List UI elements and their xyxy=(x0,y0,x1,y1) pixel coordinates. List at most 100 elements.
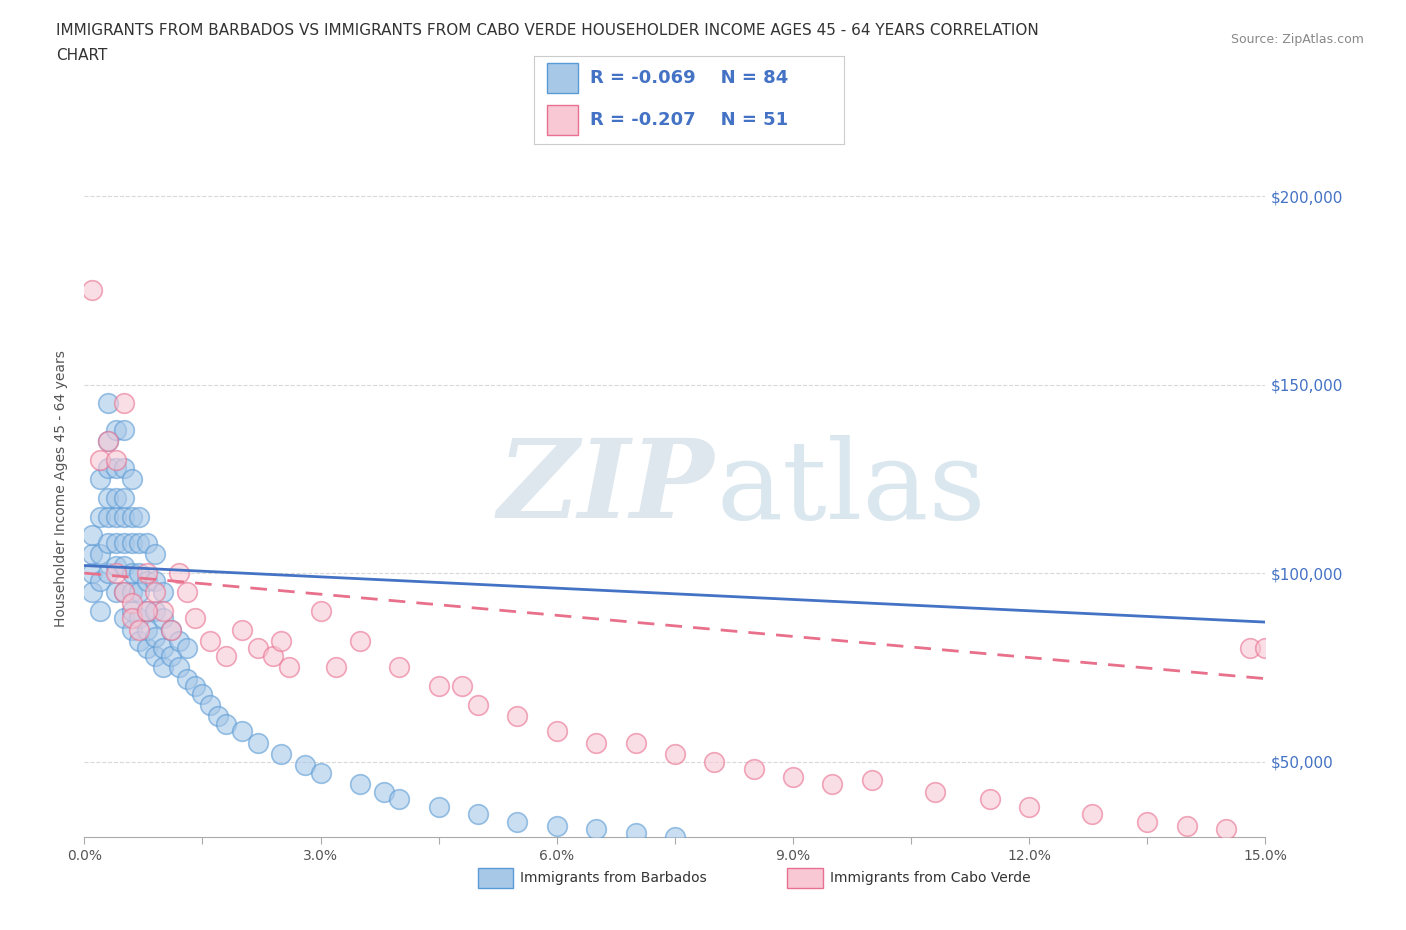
Point xyxy=(821,777,844,791)
Point xyxy=(82,528,104,543)
Point xyxy=(1136,815,1159,830)
Point xyxy=(112,558,135,573)
Point xyxy=(97,460,120,475)
Point xyxy=(89,509,111,524)
Point xyxy=(97,565,120,580)
Point xyxy=(97,490,120,505)
Point xyxy=(121,604,143,618)
Point xyxy=(1239,641,1261,656)
Point xyxy=(246,641,269,656)
Point xyxy=(160,622,183,637)
Point xyxy=(506,709,529,724)
Point xyxy=(136,536,159,551)
Point xyxy=(82,283,104,298)
Point xyxy=(104,509,127,524)
Point xyxy=(104,460,127,475)
Point xyxy=(136,641,159,656)
Point xyxy=(585,822,607,837)
Point xyxy=(200,698,222,712)
Point xyxy=(143,648,166,663)
Point xyxy=(89,604,111,618)
Text: R = -0.069    N = 84: R = -0.069 N = 84 xyxy=(591,69,789,86)
Point xyxy=(104,490,127,505)
Point xyxy=(112,611,135,626)
Point xyxy=(128,509,150,524)
Point xyxy=(546,818,568,833)
Point xyxy=(191,686,214,701)
Point xyxy=(143,573,166,588)
Point xyxy=(1254,641,1277,656)
Point xyxy=(294,758,316,773)
Text: Source: ZipAtlas.com: Source: ZipAtlas.com xyxy=(1230,33,1364,46)
Point xyxy=(97,433,120,448)
Text: ZIP: ZIP xyxy=(498,434,714,542)
Point xyxy=(183,679,205,694)
Bar xyxy=(547,105,578,136)
Point xyxy=(121,622,143,637)
Point xyxy=(136,565,159,580)
Point xyxy=(183,611,205,626)
Point xyxy=(262,648,284,663)
Point xyxy=(176,671,198,686)
Point xyxy=(160,622,183,637)
Point xyxy=(215,648,238,663)
Point xyxy=(167,565,190,580)
Point xyxy=(1018,800,1040,815)
Point xyxy=(506,815,529,830)
Point xyxy=(451,679,474,694)
Y-axis label: Householder Income Ages 45 - 64 years: Householder Income Ages 45 - 64 years xyxy=(55,350,69,627)
Point xyxy=(167,633,190,648)
Point xyxy=(104,565,127,580)
Point xyxy=(782,769,804,784)
Point xyxy=(112,422,135,437)
Point xyxy=(136,573,159,588)
Point xyxy=(1175,818,1198,833)
Point xyxy=(546,724,568,738)
Point xyxy=(860,773,883,788)
Point xyxy=(1081,807,1104,822)
Point xyxy=(143,630,166,644)
Point xyxy=(112,396,135,411)
Bar xyxy=(547,63,578,93)
Point xyxy=(104,536,127,551)
Point xyxy=(82,584,104,599)
Point xyxy=(112,460,135,475)
Point xyxy=(121,536,143,551)
Point xyxy=(624,826,647,841)
Text: R = -0.207    N = 51: R = -0.207 N = 51 xyxy=(591,112,789,129)
Point xyxy=(104,453,127,468)
Point xyxy=(585,736,607,751)
Point xyxy=(924,784,946,799)
Point xyxy=(136,604,159,618)
Point xyxy=(270,633,292,648)
Point xyxy=(89,573,111,588)
Text: Immigrants from Barbados: Immigrants from Barbados xyxy=(520,870,707,885)
Point xyxy=(388,791,411,806)
Text: atlas: atlas xyxy=(716,434,986,542)
Point xyxy=(1215,822,1237,837)
Point xyxy=(121,611,143,626)
Point xyxy=(128,633,150,648)
Point xyxy=(624,736,647,751)
Point xyxy=(349,633,371,648)
Point xyxy=(104,584,127,599)
Point xyxy=(176,641,198,656)
Point xyxy=(160,648,183,663)
Point xyxy=(143,604,166,618)
Point xyxy=(231,724,253,738)
Point xyxy=(136,622,159,637)
Point xyxy=(112,509,135,524)
Point xyxy=(152,604,174,618)
Point xyxy=(143,584,166,599)
Point xyxy=(215,716,238,731)
Point xyxy=(104,558,127,573)
Point xyxy=(128,536,150,551)
Point xyxy=(143,547,166,562)
Point xyxy=(388,660,411,675)
Point xyxy=(128,565,150,580)
Point xyxy=(427,679,450,694)
Point xyxy=(121,565,143,580)
Point xyxy=(979,791,1001,806)
Point xyxy=(121,472,143,486)
Point xyxy=(97,509,120,524)
